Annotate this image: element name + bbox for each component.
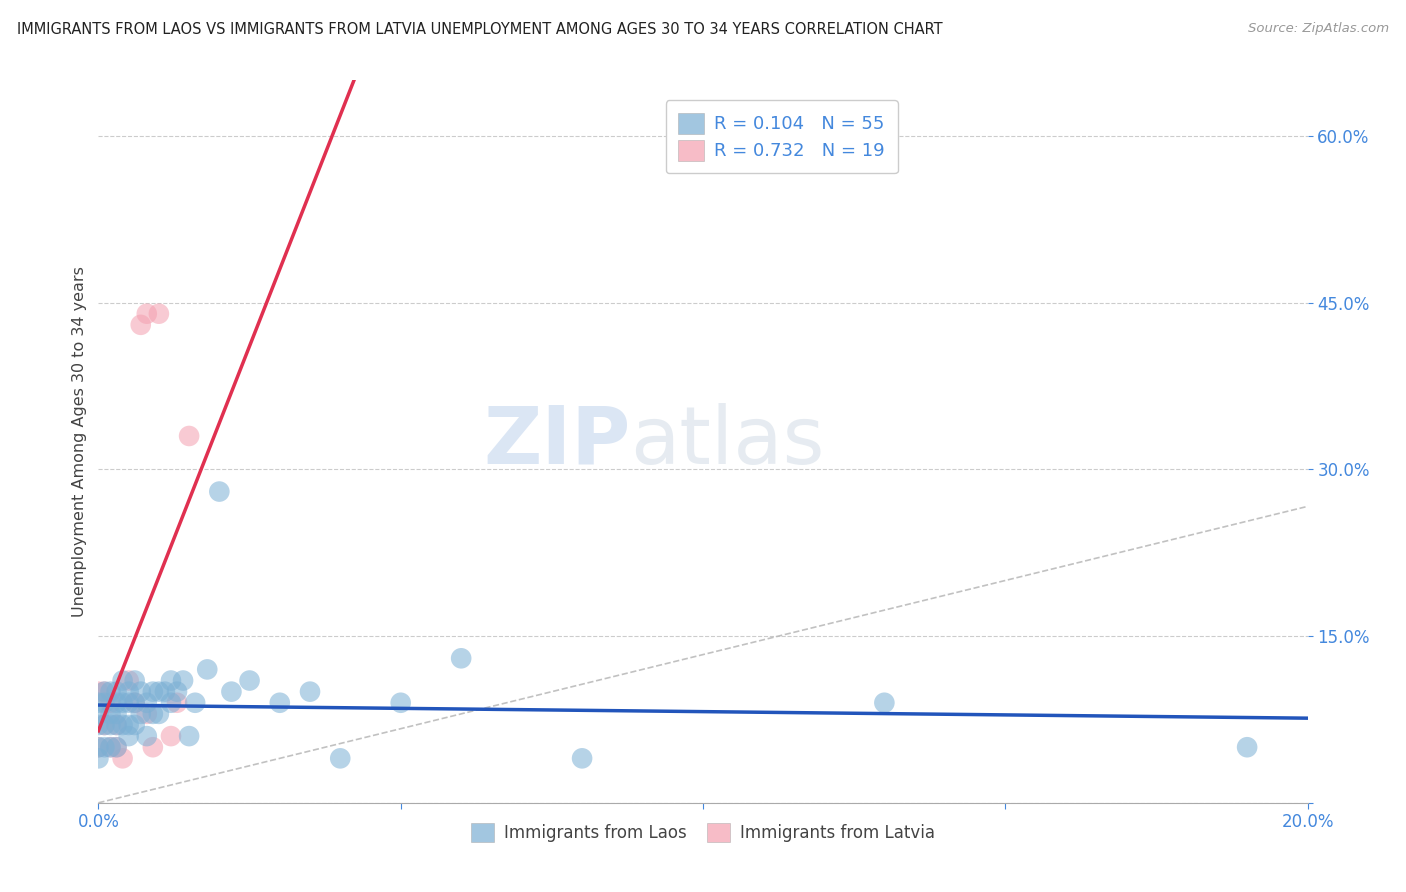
Point [135,696,157,710]
Legend: Immigrants from Laos, Immigrants from Latvia: Immigrants from Laos, Immigrants from La… [464,816,942,848]
Point [100,684,122,698]
Point [135,307,157,321]
Point [93,696,115,710]
Point [105,696,128,710]
Point [87,706,110,721]
Point [100,696,122,710]
Point [93,684,115,698]
Point [105,740,128,755]
Point [124,696,146,710]
Point [135,729,157,743]
Point [118,673,141,688]
Point [160,729,183,743]
Point [160,673,183,688]
Point [389,696,412,710]
Point [87,718,110,732]
Point [142,706,165,721]
Point [571,751,593,765]
Point [195,662,218,676]
Point [148,684,170,698]
Point [153,684,176,698]
Text: atlas: atlas [630,402,825,481]
Point [329,751,352,765]
Point [221,684,243,698]
Point [208,484,231,499]
Point [1236,740,1258,755]
Point [129,706,152,721]
Point [142,740,165,755]
Point [87,696,110,710]
Point [100,718,122,732]
Point [160,696,183,710]
Point [105,740,128,755]
Point [166,684,188,698]
Point [239,673,262,688]
Point [105,718,128,732]
Point [179,429,201,443]
Point [93,718,115,732]
Point [118,696,141,710]
Text: Source: ZipAtlas.com: Source: ZipAtlas.com [1249,22,1389,36]
Point [129,684,152,698]
Point [100,740,122,755]
Point [124,673,146,688]
Text: IMMIGRANTS FROM LAOS VS IMMIGRANTS FROM LATVIA UNEMPLOYMENT AMONG AGES 30 TO 34 : IMMIGRANTS FROM LAOS VS IMMIGRANTS FROM … [17,22,942,37]
Point [87,751,110,765]
Point [129,318,152,332]
Point [118,718,141,732]
Point [105,684,128,698]
Point [87,740,110,755]
Point [93,684,115,698]
Point [142,684,165,698]
Point [135,706,157,721]
Point [111,696,134,710]
Point [105,718,128,732]
Point [179,729,201,743]
Point [87,740,110,755]
Text: ZIP: ZIP [484,402,630,481]
Point [118,684,141,698]
Point [100,706,122,721]
Point [299,684,322,698]
Point [124,718,146,732]
Point [873,696,896,710]
Point [269,696,291,710]
Point [111,751,134,765]
Point [111,673,134,688]
Point [105,706,128,721]
Point [124,696,146,710]
Y-axis label: Unemployment Among Ages 30 to 34 years: Unemployment Among Ages 30 to 34 years [72,266,87,617]
Point [87,684,110,698]
Point [148,706,170,721]
Point [450,651,472,665]
Point [118,729,141,743]
Point [148,307,170,321]
Point [93,740,115,755]
Point [111,718,134,732]
Point [100,740,122,755]
Point [184,696,207,710]
Point [172,673,194,688]
Point [166,696,188,710]
Point [93,718,115,732]
